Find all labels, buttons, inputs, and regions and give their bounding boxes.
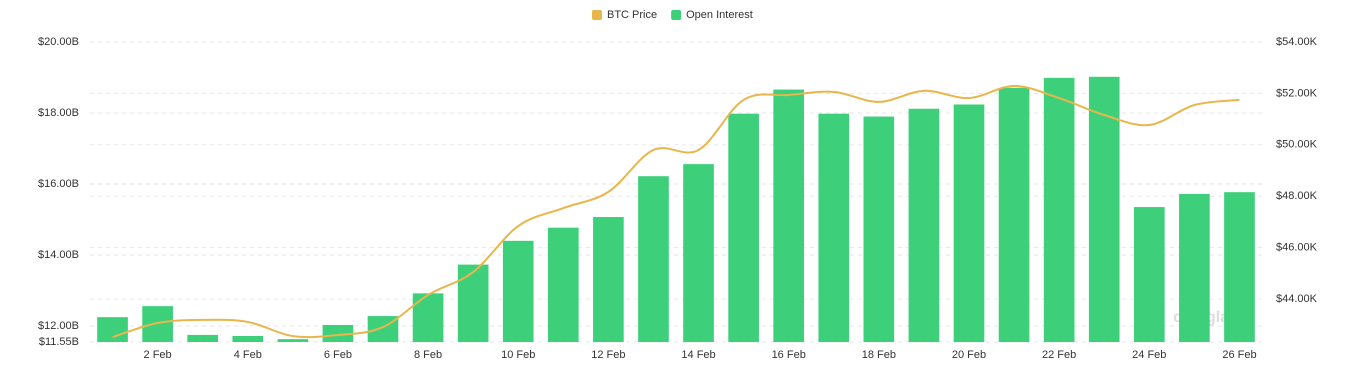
legend-swatch	[592, 10, 602, 20]
x-tick-label: 14 Feb	[681, 349, 715, 361]
y2-tick-label: $46.00K	[1276, 242, 1318, 254]
x-tick-label: 22 Feb	[1042, 349, 1076, 361]
x-tick-label: 16 Feb	[772, 349, 806, 361]
x-tick-label: 10 Feb	[501, 349, 535, 361]
y-tick-label: $11.55B	[39, 336, 79, 348]
y-tick-label: $18.00B	[38, 107, 79, 119]
bar	[998, 87, 1030, 342]
y-tick-label: $20.00B	[38, 36, 79, 48]
bar	[502, 240, 534, 342]
bar	[1088, 76, 1120, 342]
x-tick-label: 24 Feb	[1132, 349, 1166, 361]
bar	[232, 335, 264, 342]
bar	[547, 227, 579, 342]
bar	[593, 217, 624, 342]
y2-tick-label: $48.00K	[1276, 190, 1318, 202]
y-tick-label: $14.00B	[38, 249, 79, 261]
x-tick-label: 8 Feb	[414, 349, 442, 361]
bar	[457, 264, 489, 342]
bar	[863, 116, 895, 342]
bar	[277, 339, 309, 342]
bar	[1043, 77, 1075, 343]
x-tick-label: 12 Feb	[591, 349, 625, 361]
y2-tick-label: $54.00K	[1276, 36, 1318, 48]
legend-label: BTC Price	[607, 9, 657, 21]
bar	[142, 306, 173, 342]
bar	[1133, 207, 1165, 342]
bar	[773, 89, 805, 342]
bar	[728, 113, 759, 342]
legend-swatch	[671, 10, 682, 20]
bar	[953, 104, 985, 343]
bar	[1179, 193, 1210, 342]
bar	[908, 108, 940, 342]
bar	[1224, 192, 1255, 342]
bar	[638, 176, 669, 342]
y-tick-label: $16.00B	[38, 178, 79, 190]
bar	[412, 293, 444, 342]
x-tick-label: 20 Feb	[952, 349, 986, 361]
price-line	[112, 84, 1240, 339]
y2-tick-label: $50.00K	[1276, 139, 1318, 151]
x-tick-label: 4 Feb	[234, 349, 262, 361]
y2-tick-label: $52.00K	[1276, 87, 1318, 99]
x-tick-label: 2 Feb	[144, 349, 172, 361]
bar	[97, 317, 128, 342]
bar	[187, 334, 219, 342]
bar	[818, 113, 850, 342]
y-tick-label: $12.00B	[38, 320, 79, 332]
y2-tick-label: $44.00K	[1276, 293, 1318, 305]
x-tick-label: 6 Feb	[324, 349, 352, 361]
bar	[322, 324, 354, 342]
x-tick-label: 26 Feb	[1222, 349, 1256, 361]
legend-label: Open Interest	[686, 9, 753, 21]
x-tick-label: 18 Feb	[862, 349, 896, 361]
bar	[683, 164, 714, 342]
